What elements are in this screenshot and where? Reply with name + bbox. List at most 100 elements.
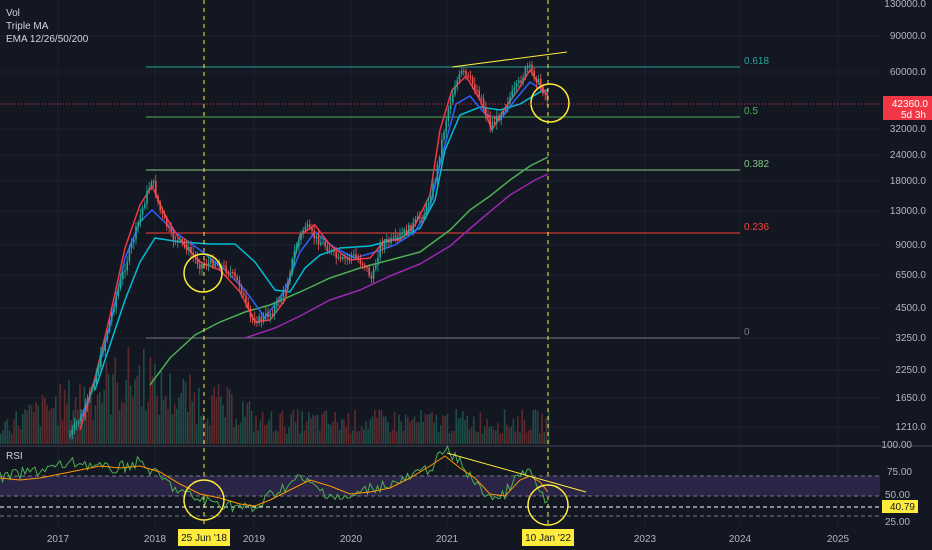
volume-bar	[512, 418, 515, 444]
volume-bar	[35, 401, 37, 444]
candle-body	[540, 78, 542, 87]
volume-bar	[363, 429, 365, 444]
candle-body	[148, 188, 150, 191]
legend-vol[interactable]: Vol	[6, 8, 20, 19]
volume-bar	[420, 409, 422, 444]
volume-bar	[497, 423, 499, 444]
candle-body	[405, 229, 408, 234]
volume-bar	[303, 430, 306, 444]
volume-bar	[490, 426, 493, 444]
volume-bar	[290, 413, 292, 444]
candle-body	[113, 307, 115, 313]
candle-body	[412, 222, 414, 231]
volume-bar	[94, 405, 97, 444]
candle-body	[300, 233, 302, 241]
candle-body	[302, 230, 304, 234]
time-axis[interactable]: 2017 2018 2019 2020 2021 2023 2024 2025	[47, 534, 850, 545]
volume-bar	[121, 401, 123, 444]
candle-body	[474, 83, 476, 90]
volume-bar	[52, 408, 55, 444]
candle-body	[95, 372, 98, 384]
highlight-circle-2018	[183, 253, 223, 293]
volume-bar	[72, 410, 75, 444]
volume-bar	[305, 421, 308, 444]
candle-body	[227, 272, 230, 274]
candle-body	[496, 115, 498, 123]
volume-bar	[523, 419, 526, 444]
volume-bar	[440, 425, 442, 444]
volume-bar	[484, 426, 486, 444]
volume-bar	[193, 392, 196, 444]
candle-body	[225, 265, 227, 273]
volume-bar	[481, 433, 484, 444]
volume-bar	[85, 409, 88, 444]
volume-bar	[433, 422, 435, 444]
volume-bar	[37, 405, 39, 444]
candle-body	[267, 313, 269, 317]
svg-text:3250.0: 3250.0	[895, 333, 926, 344]
candle-body	[207, 262, 210, 266]
price-axis[interactable]: 130000.0 90000.0 60000.0 32000.0 24000.0…	[884, 0, 926, 433]
volume-bar	[468, 429, 471, 444]
time-label-2021: 2021	[436, 534, 459, 545]
candle-body	[322, 242, 324, 244]
candle-body	[293, 251, 296, 260]
candle-body	[122, 272, 124, 280]
volume-bar	[347, 412, 350, 444]
volume-bar	[28, 404, 31, 444]
rsi-line	[0, 445, 548, 513]
candle-body	[425, 204, 428, 215]
candle-body	[518, 80, 520, 84]
volume-bar	[160, 371, 163, 444]
volume-bar	[70, 420, 72, 444]
drawings[interactable]	[183, 0, 570, 528]
volume-bar	[19, 428, 22, 444]
candle-body	[438, 157, 441, 165]
candle-body	[284, 289, 287, 291]
candle-body	[104, 340, 106, 352]
price-candles[interactable]	[69, 60, 549, 440]
rsi-axis[interactable]: 100.00 75.00 50.00 25.00	[881, 440, 912, 528]
candle-body	[480, 97, 483, 100]
volume-bar	[297, 409, 299, 444]
candle-body	[511, 90, 513, 97]
candle-body	[487, 114, 489, 118]
candle-body	[350, 254, 353, 258]
candle-body	[155, 181, 157, 196]
volume-bar	[259, 420, 262, 444]
svg-text:1650.0: 1650.0	[895, 393, 926, 404]
candle-body	[401, 233, 403, 235]
volume-bar	[470, 427, 473, 444]
candle-body	[313, 230, 315, 239]
rsi-legend[interactable]: RSI	[6, 451, 23, 462]
candle-body	[249, 308, 252, 317]
candle-body	[223, 265, 225, 267]
volume-bar	[136, 375, 138, 444]
volume-bar	[88, 401, 90, 444]
candle-body	[254, 318, 256, 323]
candle-body	[218, 263, 221, 269]
volume-bar	[96, 394, 99, 444]
rsi-drawings[interactable]	[183, 452, 587, 526]
rsi-band	[0, 476, 880, 496]
candle-body	[392, 237, 395, 239]
date-badge-2018	[178, 529, 230, 546]
candle-body	[355, 254, 357, 258]
volume-bar	[8, 430, 11, 444]
fib-label-05: 0.5	[744, 106, 758, 117]
volume-bar	[413, 416, 416, 444]
volume-bar	[310, 418, 312, 444]
fibonacci-retracement[interactable]: 0.618 0.5 0.382 0.236 0	[146, 56, 769, 339]
candle-body	[84, 405, 87, 414]
current-price-badge	[883, 96, 932, 120]
legend-ema[interactable]: EMA 12/26/50/200	[6, 34, 89, 45]
legend-triple-ma[interactable]: Triple MA	[6, 21, 49, 32]
price-trendline	[451, 51, 568, 68]
candle-body	[311, 227, 313, 231]
volume-bar	[301, 411, 303, 444]
candle-body	[445, 120, 447, 133]
candle-body	[73, 424, 76, 430]
volume-bar	[41, 395, 44, 444]
candle-body	[194, 255, 197, 259]
